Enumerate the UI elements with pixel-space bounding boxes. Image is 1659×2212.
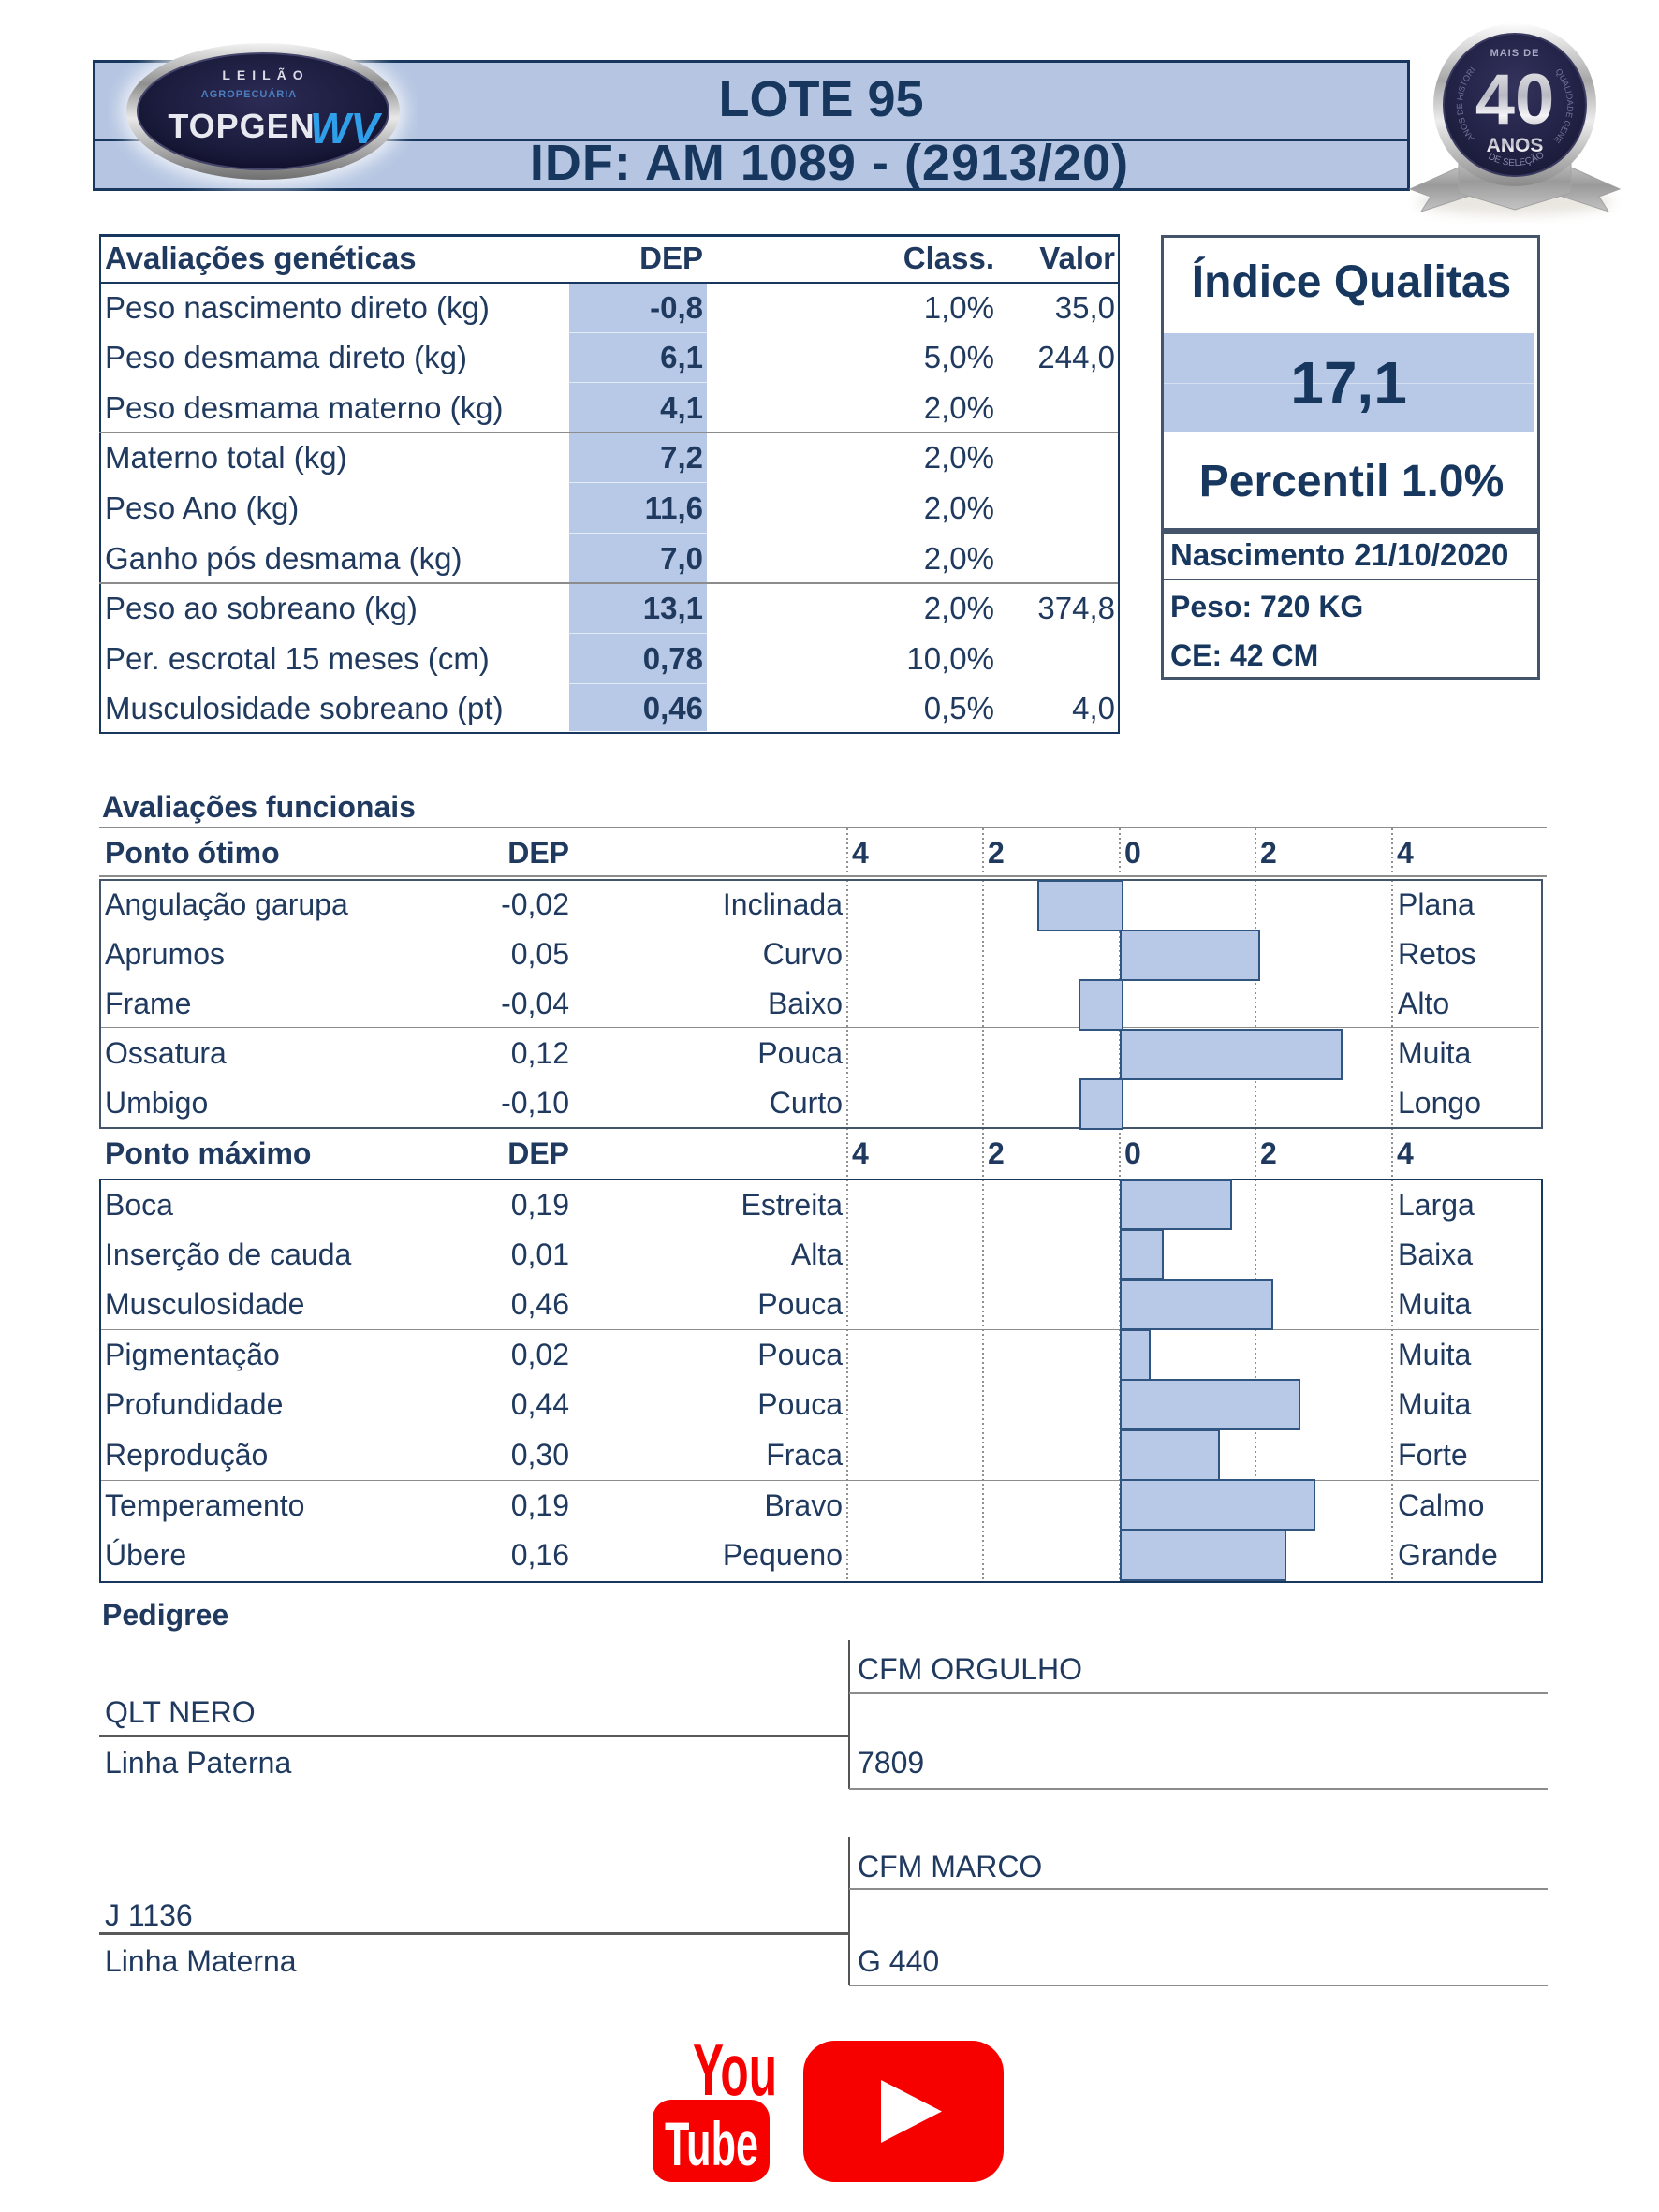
svg-text:MAIS DE: MAIS DE <box>1490 48 1540 59</box>
svg-text:Tube: Tube <box>665 2109 758 2178</box>
svg-text:40: 40 <box>1475 60 1555 139</box>
svg-text:TOPGEN: TOPGEN <box>168 107 315 145</box>
svg-text:AGROPECUÁRIA: AGROPECUÁRIA <box>201 88 297 100</box>
svg-text:You: You <box>693 2029 777 2111</box>
svg-text:WV: WV <box>310 104 382 153</box>
svg-text:LEILÃO: LEILÃO <box>222 66 309 82</box>
svg-text:ANOS: ANOS <box>1487 135 1544 156</box>
